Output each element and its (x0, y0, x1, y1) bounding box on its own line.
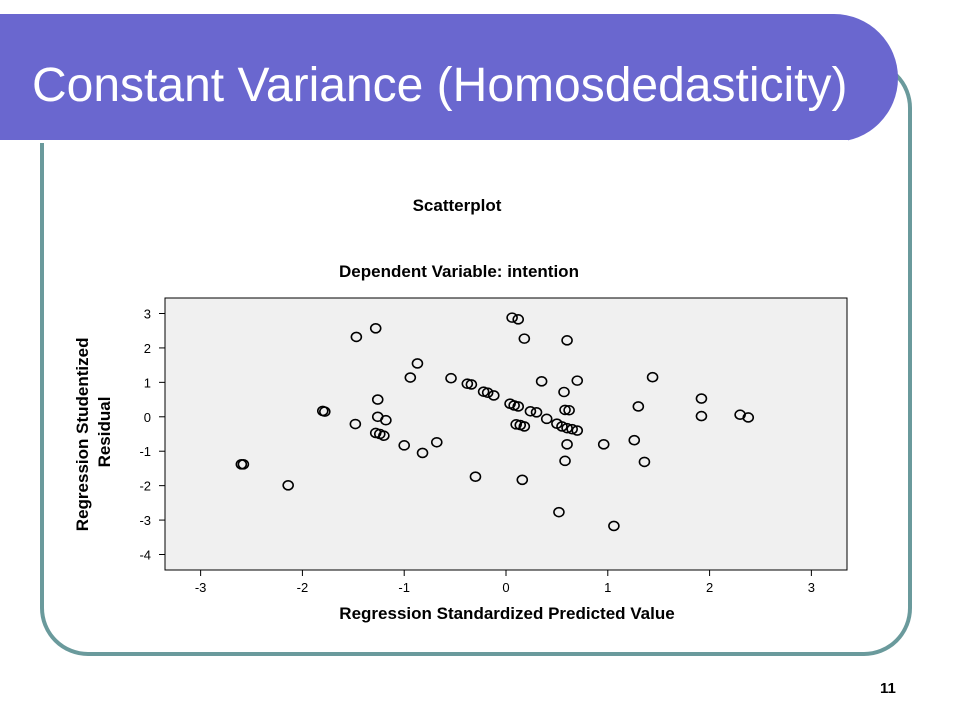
y-tick-label: 2 (144, 341, 151, 356)
scatter-point (510, 419, 522, 430)
scatter-point (512, 401, 525, 412)
scatter-point (518, 333, 531, 344)
scatter-point (632, 401, 645, 412)
x-tick-label: 0 (502, 580, 509, 595)
scatter-point (695, 410, 708, 422)
y-axis-label-line2: Residual (95, 397, 114, 468)
scatter-point (469, 471, 482, 482)
slide-title: Constant Variance (Homosdedasticity) (32, 59, 848, 112)
scatter-point (506, 312, 518, 323)
scatter-point (559, 455, 571, 467)
scatter-point (597, 439, 610, 450)
scatter-point (734, 409, 746, 421)
scatter-point (430, 436, 443, 448)
x-axis-ticks: -3 -2 -1 0 1 2 3 (195, 570, 815, 595)
page-number: 11 (880, 680, 896, 697)
data-points (235, 312, 755, 532)
scatter-point (349, 418, 362, 430)
scatter-point (461, 378, 474, 390)
y-tick-label: -3 (139, 513, 151, 528)
x-axis-label: Regression Standardized Predicted Value (339, 604, 674, 623)
y-tick-label: 1 (144, 375, 151, 390)
y-tick-label: 0 (144, 410, 151, 425)
scatter-point (416, 447, 429, 459)
scatter-point (516, 474, 529, 486)
x-tick-label: 3 (808, 580, 815, 595)
scatter-point (742, 412, 755, 423)
scatter-point (445, 372, 457, 384)
title-underline (0, 140, 848, 143)
scatter-point (530, 407, 543, 418)
x-tick-label: 1 (604, 580, 611, 595)
scatter-point (512, 314, 525, 325)
scatter-point (638, 456, 651, 468)
scatter-point (561, 439, 573, 450)
scatter-point (380, 414, 392, 426)
scatter-point (646, 371, 659, 383)
scatter-point (556, 421, 568, 432)
scatter-point (553, 506, 565, 518)
title-bar: Constant Variance (Homosdedasticity) (0, 14, 898, 143)
y-axis-label-line1: Regression Studentized (73, 338, 92, 532)
y-tick-label: -1 (139, 444, 151, 459)
scatter-point (628, 434, 641, 446)
y-axis-ticks: -4 -3 -2 -1 0 1 2 3 (139, 306, 165, 563)
scatter-point (465, 379, 478, 390)
scatter-point (540, 413, 553, 425)
scatter-point (371, 394, 384, 405)
scatter-point (608, 520, 620, 532)
scatter-point (558, 386, 570, 398)
y-tick-label: -4 (139, 548, 151, 563)
scatter-point (566, 423, 578, 435)
scatter-point (282, 480, 294, 491)
scatter-point (411, 358, 424, 369)
scatter-point (524, 405, 537, 417)
scatter-point (561, 335, 573, 346)
x-tick-label: -1 (398, 580, 410, 595)
x-tick-label: -2 (297, 580, 309, 595)
scatter-point (350, 331, 363, 343)
x-tick-label: 2 (706, 580, 713, 595)
scatter-point (404, 372, 417, 383)
plot-area (164, 297, 848, 571)
x-tick-label: -3 (195, 580, 207, 595)
chart-title: Scatterplot (413, 196, 502, 215)
scatter-point (378, 430, 390, 442)
chart-subtitle: Dependent Variable: intention (339, 262, 579, 281)
scatter-point (398, 440, 411, 451)
y-tick-label: 3 (144, 306, 151, 321)
scatter-point (518, 421, 531, 432)
scatter-point (571, 375, 584, 386)
scatter-point (571, 425, 584, 436)
y-tick-label: -2 (139, 479, 151, 494)
scatter-point (319, 406, 331, 417)
scatter-point (481, 387, 494, 398)
scatter-point (535, 376, 548, 387)
scatter-point (563, 404, 575, 416)
scatter-point (695, 393, 708, 404)
scatter-point (487, 390, 500, 401)
scatter-point (237, 458, 250, 470)
scatter-point (369, 322, 382, 334)
scatter-point (559, 404, 571, 416)
y-axis-label: Regression Studentized Residual (73, 333, 114, 531)
